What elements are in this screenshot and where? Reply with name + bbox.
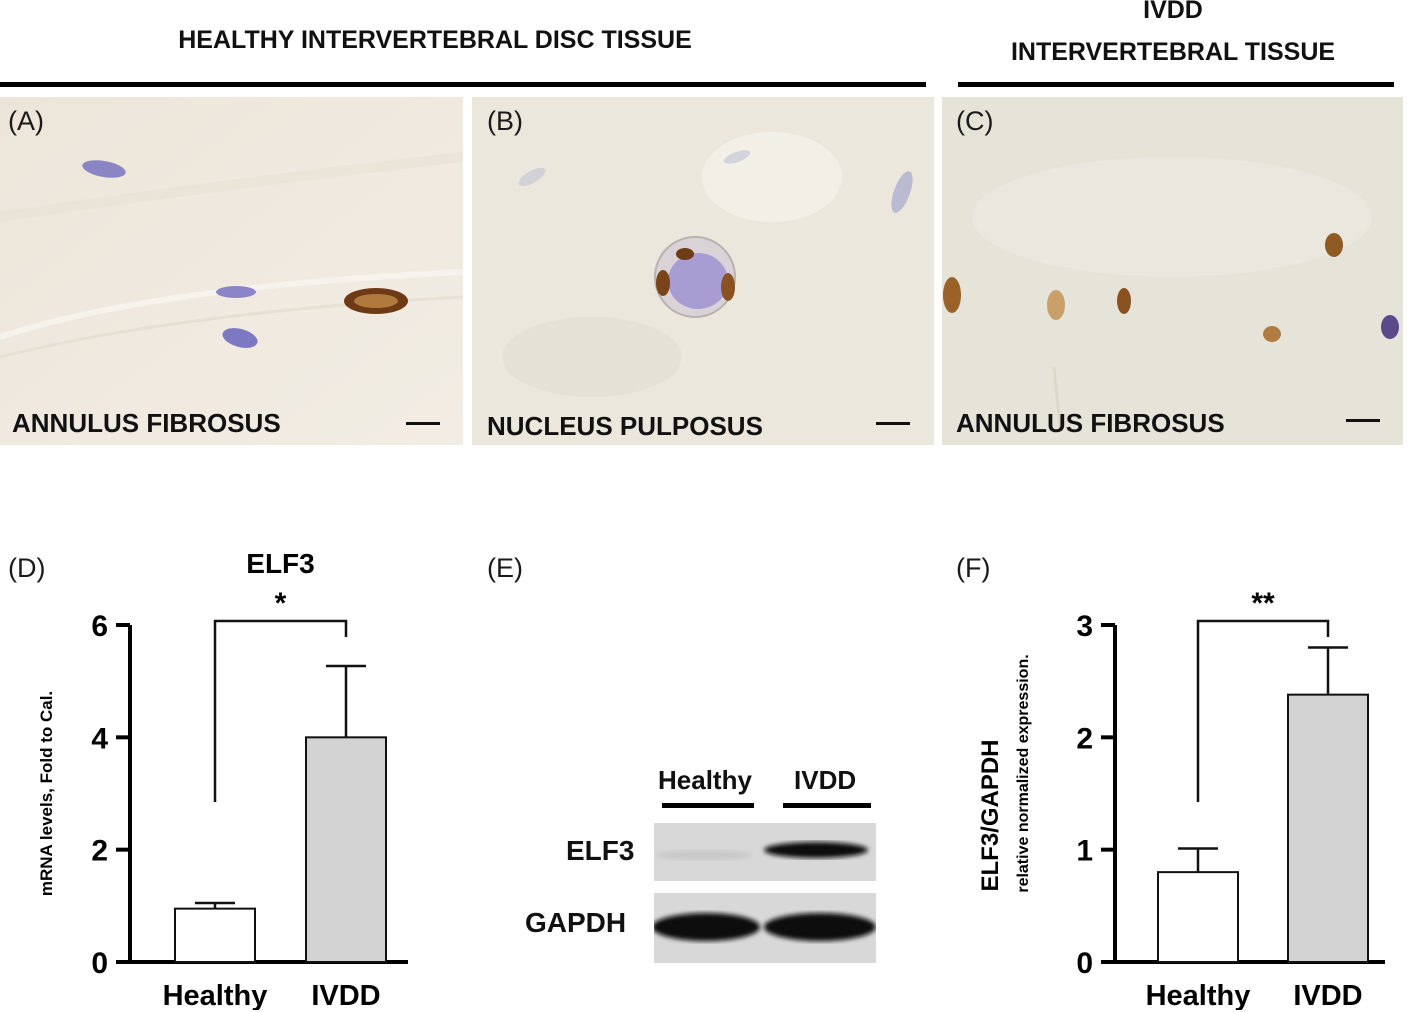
chart-f-bar-ivdd bbox=[1287, 693, 1369, 963]
chart-f-significance-bracket bbox=[1196, 619, 1330, 802]
panel-label-d: (D) bbox=[8, 553, 46, 583]
blot-lane-label-healthy: Healthy bbox=[658, 765, 752, 795]
blot-band-gapdh-healthy bbox=[654, 913, 760, 941]
chart-f-category-label: IVDD bbox=[1293, 980, 1362, 1010]
panel-label-b: (B) bbox=[487, 106, 523, 136]
chart-d-significance-marker: * bbox=[275, 587, 287, 620]
header-rule-ivdd bbox=[958, 82, 1394, 87]
micrograph-a: (A) ANNULUS FIBROSUS bbox=[0, 97, 463, 445]
chart-d-bar-healthy bbox=[174, 907, 256, 963]
blot-image bbox=[654, 823, 876, 963]
blot-band-elf3-ivdd bbox=[764, 842, 868, 858]
blot-band-gapdh-ivdd bbox=[764, 913, 876, 941]
chart-d-y-tick-label: 4 bbox=[91, 722, 108, 755]
scale-bar-b bbox=[876, 422, 910, 425]
panel-label-a: (A) bbox=[8, 106, 44, 136]
chart-f-significance-marker: ** bbox=[1251, 587, 1275, 620]
panel-label-e: (E) bbox=[487, 553, 523, 583]
header-ivdd-line1: IVDD bbox=[1143, 0, 1203, 24]
micrograph-b: (B) NUCLEUS PULPOSUS bbox=[472, 97, 934, 445]
micrograph-b-image bbox=[472, 97, 934, 445]
chart-f-y-axis-label-secondary: relative normalized expression. bbox=[1015, 654, 1032, 892]
tissue-label-b: NUCLEUS PULPOSUS bbox=[487, 411, 763, 441]
chart-f: 0 1 2 3 Healthy IVDD ** ELF3/GAPDH relative norm… bbox=[977, 587, 1385, 1010]
chart-d-category-label: IVDD bbox=[311, 980, 380, 1010]
chart-d-bar-ivdd bbox=[305, 736, 387, 963]
header-rule-healthy bbox=[0, 82, 926, 87]
blot-row-label-gapdh: GAPDH bbox=[525, 907, 627, 938]
chart-d-significance-bracket bbox=[213, 619, 348, 802]
scale-bar-a bbox=[406, 422, 440, 425]
chart-f-y-tick-label: 2 bbox=[1076, 722, 1093, 755]
header-healthy: HEALTHY INTERVERTEBRAL DISC TISSUE bbox=[178, 26, 692, 54]
blot-lane-bar-healthy bbox=[662, 803, 754, 808]
chart-f-bar-healthy bbox=[1157, 871, 1239, 963]
tissue-label-a: ANNULUS FIBROSUS bbox=[12, 408, 281, 438]
tissue-label-c: ANNULUS FIBROSUS bbox=[956, 408, 1225, 438]
western-blot: Healthy IVDD ELF3 GAPDH bbox=[480, 755, 900, 975]
chart-f-y-tick-label: 0 bbox=[1076, 947, 1093, 980]
panel-label-c: (C) bbox=[956, 106, 994, 136]
chart-d-title: ELF3 bbox=[246, 548, 314, 579]
blot-lane-bar-ivdd bbox=[783, 803, 871, 808]
chart-f-y-tick-label: 3 bbox=[1076, 610, 1093, 643]
chart-f-y-tick-label: 1 bbox=[1076, 835, 1093, 868]
micrograph-c-image bbox=[942, 97, 1403, 445]
chart-d-y-tick-label: 2 bbox=[91, 835, 108, 868]
blot-row-label-elf3: ELF3 bbox=[566, 835, 635, 866]
chart-d-y-tick-label: 0 bbox=[91, 947, 108, 980]
micrograph-a-image bbox=[0, 97, 463, 445]
chart-f-y-axis-label: ELF3/GAPDH bbox=[977, 739, 1004, 891]
blot-band-elf3-healthy bbox=[656, 850, 752, 860]
blot-lane-label-ivdd: IVDD bbox=[794, 765, 857, 795]
chart-d: 0 2 4 6 Healthy IVDD * ELF3 mRNA levels, Fold to… bbox=[37, 548, 408, 1010]
micrograph-c: (C) ANNULUS FIBROSUS bbox=[942, 97, 1403, 445]
chart-d-y-axis-label: mRNA levels, Fold to Cal. bbox=[37, 691, 56, 896]
chart-f-category-label: Healthy bbox=[1146, 980, 1251, 1010]
scale-bar-c bbox=[1346, 419, 1380, 422]
panel-label-f: (F) bbox=[956, 553, 991, 583]
header-ivdd-line2: INTERVERTEBRAL TISSUE bbox=[1010, 38, 1336, 66]
chart-d-category-label: Healthy bbox=[163, 980, 268, 1010]
chart-d-y-tick-label: 6 bbox=[91, 610, 108, 643]
